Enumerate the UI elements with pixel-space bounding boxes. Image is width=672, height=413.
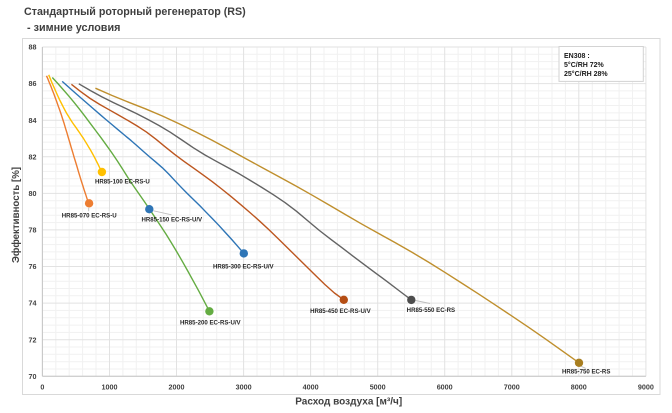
svg-text:8000: 8000 [571,382,587,391]
svg-text:HR85-750 EC-RS: HR85-750 EC-RS [562,369,610,376]
svg-text:4000: 4000 [303,382,319,391]
svg-text:84: 84 [29,116,37,125]
svg-text:74: 74 [29,299,37,308]
svg-text:70: 70 [29,372,37,381]
svg-text:86: 86 [29,79,37,88]
svg-text:1000: 1000 [102,382,118,391]
svg-text:3000: 3000 [236,382,252,391]
svg-text:7000: 7000 [504,382,520,391]
svg-text:EN308 :: EN308 : [564,53,590,60]
svg-text:Стандартный роторный регенерат: Стандартный роторный регенератор (RS) [24,6,246,18]
svg-text:HR85-450 EC-RS-U/V: HR85-450 EC-RS-U/V [310,308,372,315]
svg-text:0: 0 [40,382,44,391]
svg-text:76: 76 [29,262,37,271]
svg-text:HR85-300 EC-RS-U/V: HR85-300 EC-RS-U/V [213,263,275,270]
svg-text:5000: 5000 [370,382,386,391]
svg-text:9000: 9000 [638,382,654,391]
svg-text:HR85-150 EC-RS-U/V: HR85-150 EC-RS-U/V [141,217,203,224]
svg-text:2000: 2000 [169,382,185,391]
svg-text:Расход воздуха [м³/ч]: Расход воздуха [м³/ч] [295,397,402,408]
svg-text:HR85-200 EC-RS-U/V: HR85-200 EC-RS-U/V [180,320,242,327]
svg-text:HR85-070 EC-RS-U: HR85-070 EC-RS-U [62,212,117,219]
svg-text:Эффективность [%]: Эффективность [%] [11,167,22,263]
svg-text:HR85-100 EC-RS-U: HR85-100 EC-RS-U [95,179,150,186]
svg-text:72: 72 [29,335,37,344]
svg-text:25°C/RH 28%: 25°C/RH 28% [564,70,608,78]
svg-text:80: 80 [29,189,37,198]
svg-text:- зимние условия: - зимние условия [27,22,120,34]
svg-text:78: 78 [29,226,37,235]
svg-text:5°C/RH 72%: 5°C/RH 72% [564,61,605,69]
svg-text:88: 88 [29,43,37,52]
svg-text:82: 82 [29,152,37,161]
svg-text:HR85-550 EC-RS: HR85-550 EC-RS [407,307,455,314]
svg-text:6000: 6000 [437,382,453,391]
